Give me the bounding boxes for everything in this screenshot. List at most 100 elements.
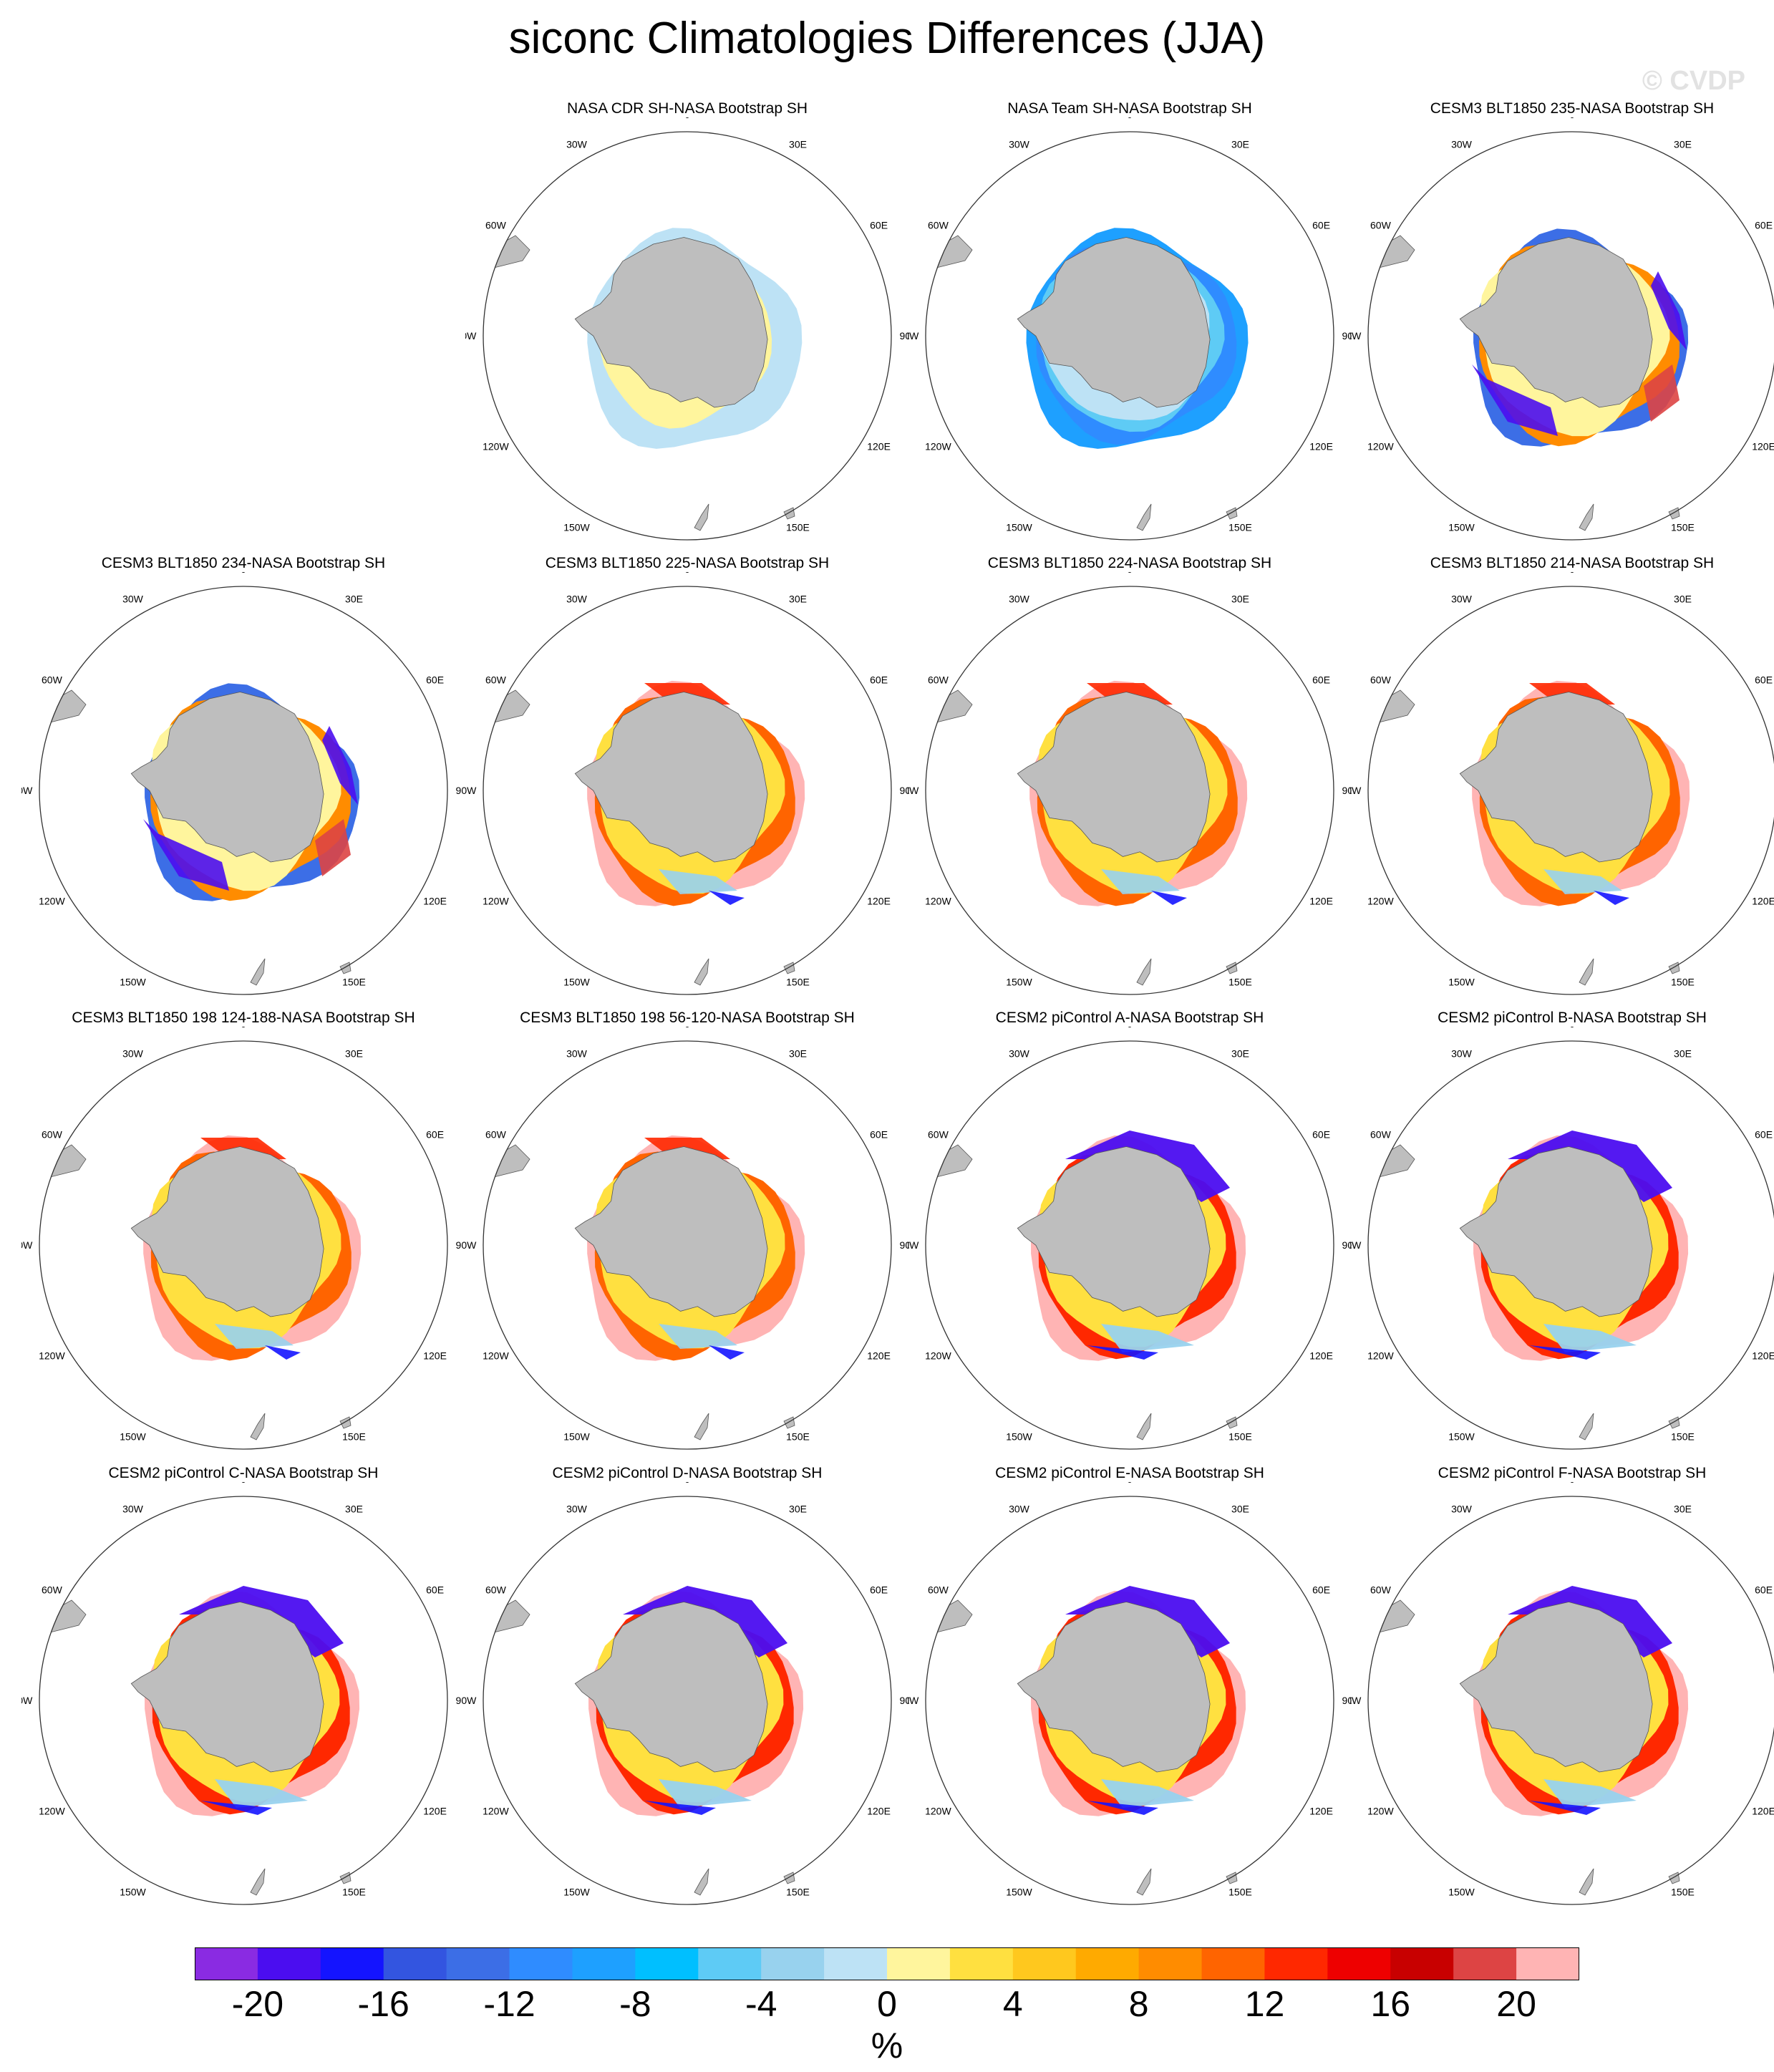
south-america-land [483, 1599, 530, 1637]
longitude-label: 150E [1671, 1887, 1695, 1898]
longitude-label: 150W [1448, 1431, 1475, 1443]
tasmania-land [339, 962, 352, 974]
longitude-label: 120W [39, 1350, 65, 1362]
longitude-label: 0 [241, 1027, 246, 1030]
longitude-label: 30W [566, 593, 588, 604]
longitude-label: 120E [1752, 1806, 1774, 1817]
map-panel: NASA CDR SH-NASA Bootstrap SH0 30E 60E 90E 1… [465, 100, 909, 551]
panel-title: CESM3 BLT1850 214-NASA Bootstrap SH [1430, 555, 1715, 571]
new-zealand-land [1579, 1868, 1594, 1896]
colorbar-tick-label: -12 [483, 1984, 535, 2024]
longitude-label: 90W [908, 1695, 919, 1706]
longitude-label: 30W [1009, 1503, 1030, 1514]
polar-map: 030E60E90E120E150E180150W120W90W60W30W [465, 1027, 909, 1450]
colorbar-swatch [195, 1947, 258, 1980]
longitude-label: 90W [21, 785, 33, 796]
tasmania-land [339, 1872, 352, 1884]
colorbar-swatch [572, 1947, 636, 1980]
longitude-label: 30W [566, 138, 588, 150]
antarctica-land [1017, 692, 1211, 863]
antarctica-land [130, 1602, 324, 1773]
map-panel: NASA Team SH-NASA Bootstrap SH0 30E 60E 90E… [908, 100, 1352, 551]
polar-map: 030E60E90E120E150E180150W120W90W60W30W [465, 117, 909, 541]
polar-map: 030E60E90E120E150E180150W120W90W60W30W [1350, 117, 1774, 541]
tasmania-land [1226, 1872, 1238, 1884]
longitude-label: 90E [1342, 1239, 1352, 1251]
map-boundary [1367, 1040, 1774, 1450]
longitude-label: 30W [1451, 138, 1473, 150]
new-zealand-land [694, 503, 709, 531]
antarctica-land [130, 1146, 324, 1317]
longitude-label: 120E [423, 1350, 447, 1362]
longitude-label: 60E [870, 220, 888, 231]
longitude-label: 30W [1451, 1047, 1473, 1059]
longitude-label: 30E [345, 1047, 363, 1059]
longitude-label: 90E [900, 330, 909, 342]
colorbar-tick-label: -4 [745, 1984, 777, 2024]
longitude-label: 30E [1674, 138, 1692, 150]
colorbar-tick-label: -8 [619, 1984, 651, 2024]
longitude-label: 90W [1350, 1695, 1362, 1706]
longitude-label: 150E [786, 522, 810, 533]
longitude-label: 150E [786, 977, 810, 988]
map-panel: CESM3 BLT1850 198 56-120-NASA Bootstrap … [465, 1010, 909, 1461]
tasmania-land [1668, 962, 1680, 974]
longitude-label: 0 [684, 1027, 690, 1030]
antarctica-land [574, 692, 768, 863]
longitude-label: 120E [1752, 1350, 1774, 1362]
longitude-label: 30E [1231, 593, 1249, 604]
longitude-label: 0 [1127, 117, 1133, 120]
longitude-label: 90W [1350, 785, 1362, 796]
longitude-label: 30W [1451, 593, 1473, 604]
longitude-label: 120E [1309, 896, 1333, 907]
colorbar-swatch [887, 1947, 951, 1980]
tasmania-land [1226, 962, 1238, 974]
longitude-label: 150W [1448, 522, 1475, 533]
panel-title: CESM3 BLT1850 235-NASA Bootstrap SH [1430, 100, 1715, 117]
longitude-label: 90E [456, 1695, 465, 1706]
longitude-label: 60W [1370, 1584, 1392, 1596]
new-zealand-land [250, 1868, 266, 1896]
map-boundary [39, 1496, 448, 1905]
longitude-label: 90W [465, 1239, 477, 1251]
antarctica-land [574, 1602, 768, 1773]
longitude-label: 30E [1674, 1503, 1692, 1514]
colorbar-tick-label: 4 [1002, 1984, 1023, 2024]
south-america-land [483, 1144, 530, 1181]
panel-title: CESM2 piControl F-NASA Bootstrap SH [1438, 1465, 1707, 1481]
longitude-label: 90W [465, 330, 477, 342]
longitude-label: 90W [21, 1695, 33, 1706]
colorbar-swatch [635, 1947, 699, 1980]
colorbar-swatch [1327, 1947, 1391, 1980]
panel-title: CESM2 piControl B-NASA Bootstrap SH [1438, 1010, 1707, 1026]
longitude-label: 150E [1228, 1431, 1252, 1443]
longitude-label: 150W [1448, 1887, 1475, 1898]
longitude-label: 60W [1370, 674, 1392, 686]
new-zealand-land [1579, 958, 1594, 986]
map-boundary [925, 1040, 1334, 1450]
longitude-label: 30W [122, 1047, 144, 1059]
longitude-label: 60W [1370, 1129, 1392, 1141]
longitude-label: 0 [241, 572, 246, 575]
longitude-label: 120W [483, 1806, 509, 1817]
longitude-label: 90W [908, 1239, 919, 1251]
longitude-label: 90E [1342, 330, 1352, 342]
tasmania-land [1668, 1872, 1680, 1884]
map-boundary [1367, 586, 1774, 995]
map-panel: CESM3 BLT1850 224-NASA Bootstrap SH0 30E 6… [908, 555, 1352, 1006]
longitude-label: 150E [1671, 522, 1695, 533]
colorbar-tick-label: -20 [231, 1984, 284, 2024]
longitude-label: 150W [120, 977, 146, 988]
longitude-label: 120W [925, 1806, 951, 1817]
south-america-land [1368, 1599, 1415, 1637]
longitude-label: 90W [21, 1239, 33, 1251]
south-america-land [39, 1599, 87, 1637]
colorbar [195, 1947, 1579, 1980]
polar-map: 030E60E90E120E150E180150W120W90W60W30W [908, 572, 1352, 995]
colorbar-swatch [1201, 1947, 1265, 1980]
longitude-label: 60E [1312, 1584, 1330, 1596]
longitude-label: 30E [789, 593, 807, 604]
longitude-label: 60E [870, 1584, 888, 1596]
longitude-label: 90W [465, 785, 477, 796]
longitude-label: 120W [39, 896, 65, 907]
